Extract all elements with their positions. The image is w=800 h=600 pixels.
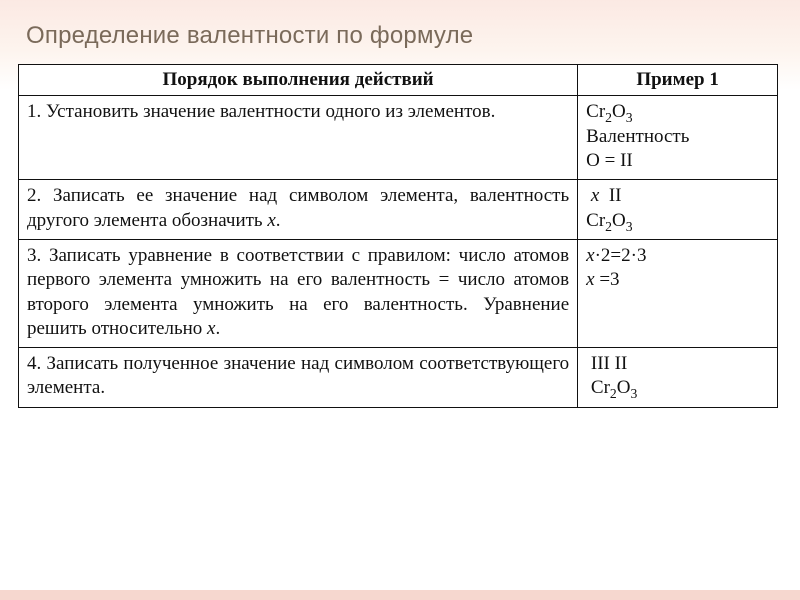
footer-strip xyxy=(0,590,800,600)
example-line: Валентность xyxy=(586,126,689,147)
table-row: 3. Записать уравнение в соответствии с п… xyxy=(19,239,778,347)
title-bar: Определение валентности по формуле xyxy=(0,0,800,64)
table-row: 2. Записать ее значение над символом эле… xyxy=(19,180,778,240)
table-header-row: Порядок выполнения действий Пример 1 xyxy=(19,65,778,96)
example-cell: x II Cr2O3 xyxy=(578,180,778,240)
header-steps: Порядок выполнения действий xyxy=(19,65,578,96)
header-example: Пример 1 xyxy=(578,65,778,96)
table-row: 1. Установить значение валентности одног… xyxy=(19,96,778,180)
table-row: 4. Записать полученное значение над симв… xyxy=(19,348,778,408)
example-cell: III II Cr2O3 xyxy=(578,348,778,408)
step-cell: 2. Записать ее значение над символом эле… xyxy=(19,180,578,240)
page-title: Определение валентности по формуле xyxy=(26,22,774,50)
algorithm-table: Порядок выполнения действий Пример 1 1. … xyxy=(18,64,778,408)
step-cell: 1. Установить значение валентности одног… xyxy=(19,96,578,180)
slide: Определение валентности по формуле Поряд… xyxy=(0,0,800,600)
example-cell: Cr2O3 Валентность O = II xyxy=(578,96,778,180)
step-cell: 4. Записать полученное значение над симв… xyxy=(19,348,578,408)
step-cell: 3. Записать уравнение в соответствии с п… xyxy=(19,239,578,347)
example-line: O = II xyxy=(586,150,633,171)
example-cell: x·2=2·3 x =3 xyxy=(578,239,778,347)
